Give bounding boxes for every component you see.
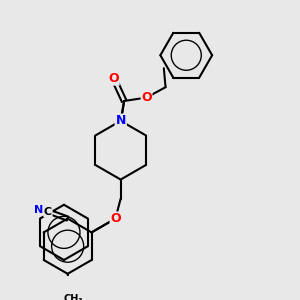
Text: O: O	[109, 72, 119, 85]
Text: CH₃: CH₃	[63, 294, 83, 300]
Text: O: O	[110, 212, 121, 225]
Text: O: O	[141, 91, 152, 104]
Text: C: C	[44, 207, 52, 217]
Text: N: N	[116, 114, 126, 128]
Text: N: N	[34, 205, 43, 215]
Text: N: N	[116, 117, 126, 130]
Text: N: N	[116, 114, 126, 128]
